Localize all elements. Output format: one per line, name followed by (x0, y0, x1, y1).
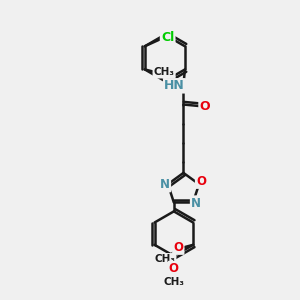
Text: O: O (196, 175, 206, 188)
Text: O: O (173, 241, 183, 254)
Text: N: N (191, 196, 201, 210)
Text: Cl: Cl (161, 31, 174, 44)
Text: CH₃: CH₃ (154, 68, 175, 77)
Text: N: N (160, 178, 170, 191)
Text: CH₃: CH₃ (154, 254, 176, 264)
Text: CH₃: CH₃ (163, 277, 184, 287)
Text: O: O (169, 262, 179, 275)
Text: HN: HN (164, 79, 185, 92)
Text: O: O (200, 100, 210, 112)
